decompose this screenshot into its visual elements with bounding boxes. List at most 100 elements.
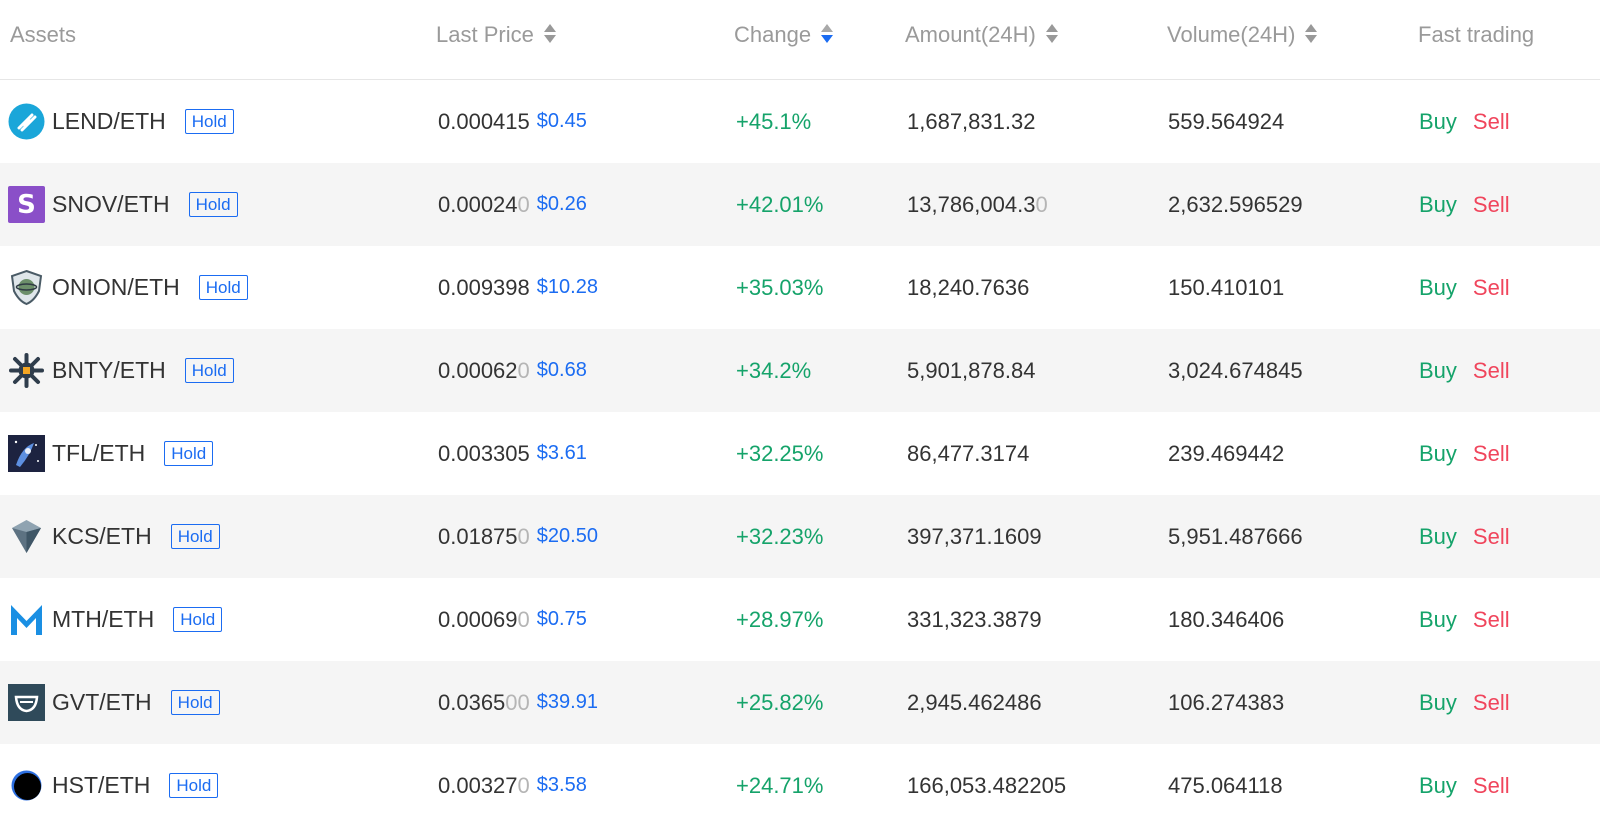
buy-button[interactable]: Buy	[1419, 523, 1457, 549]
bnty-icon	[8, 352, 45, 389]
table-row[interactable]: TFL/ETH Hold 0.003305 $3.61 +32.25% 86,4…	[0, 412, 1600, 495]
change-value: +35.03%	[736, 274, 824, 300]
table-header: Assets Last Price Change Amount(24H) Vol…	[0, 0, 1600, 80]
pair-name[interactable]: KCS/ETH	[52, 523, 152, 549]
table-row[interactable]: GVT/ETH Hold 0.0365 00 $39.91 +25.82% 2,9…	[0, 661, 1600, 744]
sell-button[interactable]: Sell	[1472, 689, 1510, 715]
sell-button[interactable]: Sell	[1472, 274, 1510, 300]
sell-button[interactable]: Sell	[1472, 606, 1510, 632]
sort-desc-icon[interactable]	[821, 24, 834, 44]
buy-button[interactable]: Buy	[1419, 108, 1457, 134]
last-price: 0.00327 0 $3.58	[438, 772, 587, 798]
volume-value: 559.564924	[1168, 108, 1285, 134]
fast-trading: Buy Sell	[1419, 661, 1510, 744]
table-row[interactable]: KCS/ETH Hold 0.01875 0 $20.50 +32.23% 397…	[0, 495, 1600, 578]
last-price: 0.003305 $3.61	[438, 440, 587, 466]
sell-button[interactable]: Sell	[1472, 357, 1510, 383]
table-row[interactable]: S SNOV/ETH Hold 0.00024 0 $0.26 +42.01% 1…	[0, 163, 1600, 246]
amount-value: 2,945.462486	[907, 689, 1042, 715]
hold-badge[interactable]: Hold	[170, 524, 220, 549]
asset-cell: ONION/ETH Hold	[8, 246, 248, 329]
sell-button[interactable]: Sell	[1472, 772, 1510, 798]
lend-icon	[8, 103, 45, 140]
usd-price: $0.26	[536, 193, 587, 215]
header-last-price[interactable]: Last Price	[436, 22, 556, 48]
fast-trading: Buy Sell	[1419, 329, 1510, 412]
hold-badge[interactable]: Hold	[188, 192, 238, 217]
hold-badge[interactable]: Hold	[164, 441, 214, 466]
fast-trading: Buy Sell	[1419, 495, 1510, 578]
asset-cell: GVT/ETH Hold	[8, 661, 220, 744]
hold-badge[interactable]: Hold	[170, 690, 220, 715]
header-fast-trading: Fast trading	[1418, 22, 1535, 47]
usd-price: $10.28	[536, 276, 598, 298]
buy-button[interactable]: Buy	[1419, 191, 1457, 217]
header-amount[interactable]: Amount(24H)	[905, 22, 1058, 48]
pair-name[interactable]: ONION/ETH	[52, 274, 180, 300]
buy-button[interactable]: Buy	[1419, 689, 1457, 715]
last-price: 0.0365 00 $39.91	[438, 689, 598, 715]
hold-badge[interactable]: Hold	[184, 109, 234, 134]
hold-badge[interactable]: Hold	[184, 358, 234, 383]
asset-cell: BNTY/ETH Hold	[8, 329, 234, 412]
volume-value: 3,024.674845	[1168, 357, 1303, 383]
fast-trading: Buy Sell	[1419, 163, 1510, 246]
tfl-icon	[8, 435, 45, 472]
sort-icon[interactable]	[543, 24, 556, 44]
last-price: 0.00069 0 $0.75	[438, 606, 587, 632]
last-price: 0.000415 $0.45	[438, 108, 587, 134]
fast-trading: Buy Sell	[1419, 744, 1510, 827]
table-row[interactable]: MTH/ETH Hold 0.00069 0 $0.75 +28.97% 331,…	[0, 578, 1600, 661]
asset-cell: LEND/ETH Hold	[8, 80, 234, 163]
volume-value: 475.064118	[1168, 772, 1283, 798]
table-row[interactable]: BNTY/ETH Hold 0.00062 0 $0.68 +34.2% 5,90…	[0, 329, 1600, 412]
usd-price: $3.58	[536, 774, 587, 796]
hold-badge[interactable]: Hold	[173, 607, 223, 632]
sell-button[interactable]: Sell	[1472, 191, 1510, 217]
sort-icon[interactable]	[1045, 24, 1058, 44]
amount-value: 1,687,831.32	[907, 108, 1036, 134]
change-value: +32.23%	[736, 523, 824, 549]
amount-value: 86,477.3174	[907, 440, 1030, 466]
amount-value: 5,901,878.84	[907, 357, 1036, 383]
kcs-icon	[8, 518, 45, 555]
pair-name[interactable]: SNOV/ETH	[52, 191, 170, 217]
pair-name[interactable]: HST/ETH	[52, 772, 151, 798]
usd-price: $0.68	[536, 359, 587, 381]
mth-icon	[8, 601, 45, 638]
buy-button[interactable]: Buy	[1419, 440, 1457, 466]
sell-button[interactable]: Sell	[1472, 523, 1510, 549]
volume-value: 2,632.596529	[1168, 191, 1303, 217]
header-volume[interactable]: Volume(24H)	[1167, 22, 1318, 48]
pair-name[interactable]: GVT/ETH	[52, 689, 152, 715]
header-change[interactable]: Change	[734, 22, 834, 48]
volume-value: 239.469442	[1168, 440, 1285, 466]
pair-name[interactable]: LEND/ETH	[52, 108, 166, 134]
buy-button[interactable]: Buy	[1419, 357, 1457, 383]
change-value: +25.82%	[736, 689, 824, 715]
sell-button[interactable]: Sell	[1472, 440, 1510, 466]
asset-cell: TFL/ETH Hold	[8, 412, 214, 495]
change-value: +24.71%	[736, 772, 824, 798]
onion-icon	[8, 269, 45, 306]
sort-icon[interactable]	[1305, 24, 1318, 44]
table-row[interactable]: HST/ETH Hold 0.00327 0 $3.58 +24.71% 166,…	[0, 744, 1600, 827]
usd-price: $39.91	[536, 691, 598, 713]
hold-badge[interactable]: Hold	[169, 773, 219, 798]
buy-button[interactable]: Buy	[1419, 772, 1457, 798]
usd-price: $3.61	[536, 442, 587, 464]
fast-trading: Buy Sell	[1419, 80, 1510, 163]
asset-cell: MTH/ETH Hold	[8, 578, 223, 661]
amount-value: 166,053.482205	[907, 772, 1067, 798]
pair-name[interactable]: BNTY/ETH	[52, 357, 166, 383]
sell-button[interactable]: Sell	[1472, 108, 1510, 134]
buy-button[interactable]: Buy	[1419, 606, 1457, 632]
volume-value: 180.346406	[1168, 606, 1285, 632]
buy-button[interactable]: Buy	[1419, 274, 1457, 300]
pair-name[interactable]: TFL/ETH	[52, 440, 146, 466]
table-row[interactable]: LEND/ETH Hold 0.000415 $0.45 +45.1% 1,68…	[0, 80, 1600, 163]
pair-name[interactable]: MTH/ETH	[52, 606, 155, 632]
hold-badge[interactable]: Hold	[198, 275, 248, 300]
table-row[interactable]: ONION/ETH Hold 0.009398 $10.28 +35.03% 1…	[0, 246, 1600, 329]
